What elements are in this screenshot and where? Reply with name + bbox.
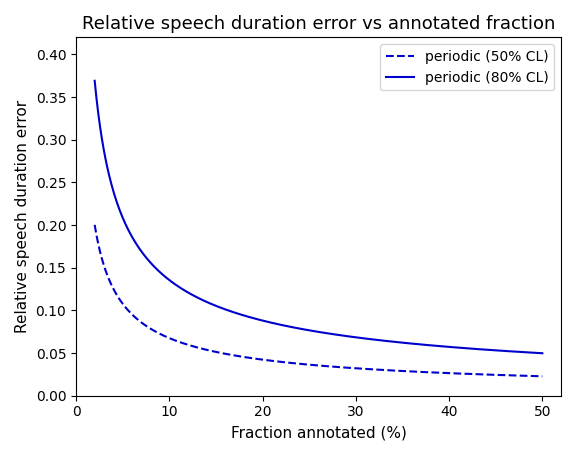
periodic (80% CL) xyxy=(358,335,365,341)
periodic (80% CL) xyxy=(334,332,340,338)
Line: periodic (80% CL): periodic (80% CL) xyxy=(94,81,543,353)
periodic (50% CL) xyxy=(91,222,98,228)
periodic (50% CL) xyxy=(458,371,465,376)
periodic (50% CL) xyxy=(334,364,340,370)
Y-axis label: Relative speech duration error: Relative speech duration error xyxy=(15,100,30,333)
periodic (50% CL) xyxy=(358,366,365,371)
periodic (50% CL) xyxy=(539,374,546,379)
Line: periodic (50% CL): periodic (50% CL) xyxy=(94,225,543,376)
periodic (50% CL) xyxy=(528,373,535,379)
Legend: periodic (50% CL), periodic (80% CL): periodic (50% CL), periodic (80% CL) xyxy=(380,44,554,91)
periodic (80% CL) xyxy=(528,350,535,355)
X-axis label: Fraction annotated (%): Fraction annotated (%) xyxy=(230,425,407,440)
periodic (80% CL) xyxy=(91,78,98,84)
periodic (80% CL) xyxy=(304,327,311,333)
periodic (50% CL) xyxy=(306,362,313,368)
periodic (50% CL) xyxy=(304,362,311,367)
periodic (80% CL) xyxy=(539,350,546,356)
Title: Relative speech duration error vs annotated fraction: Relative speech duration error vs annota… xyxy=(82,15,555,33)
periodic (80% CL) xyxy=(458,345,465,351)
periodic (80% CL) xyxy=(306,328,313,333)
